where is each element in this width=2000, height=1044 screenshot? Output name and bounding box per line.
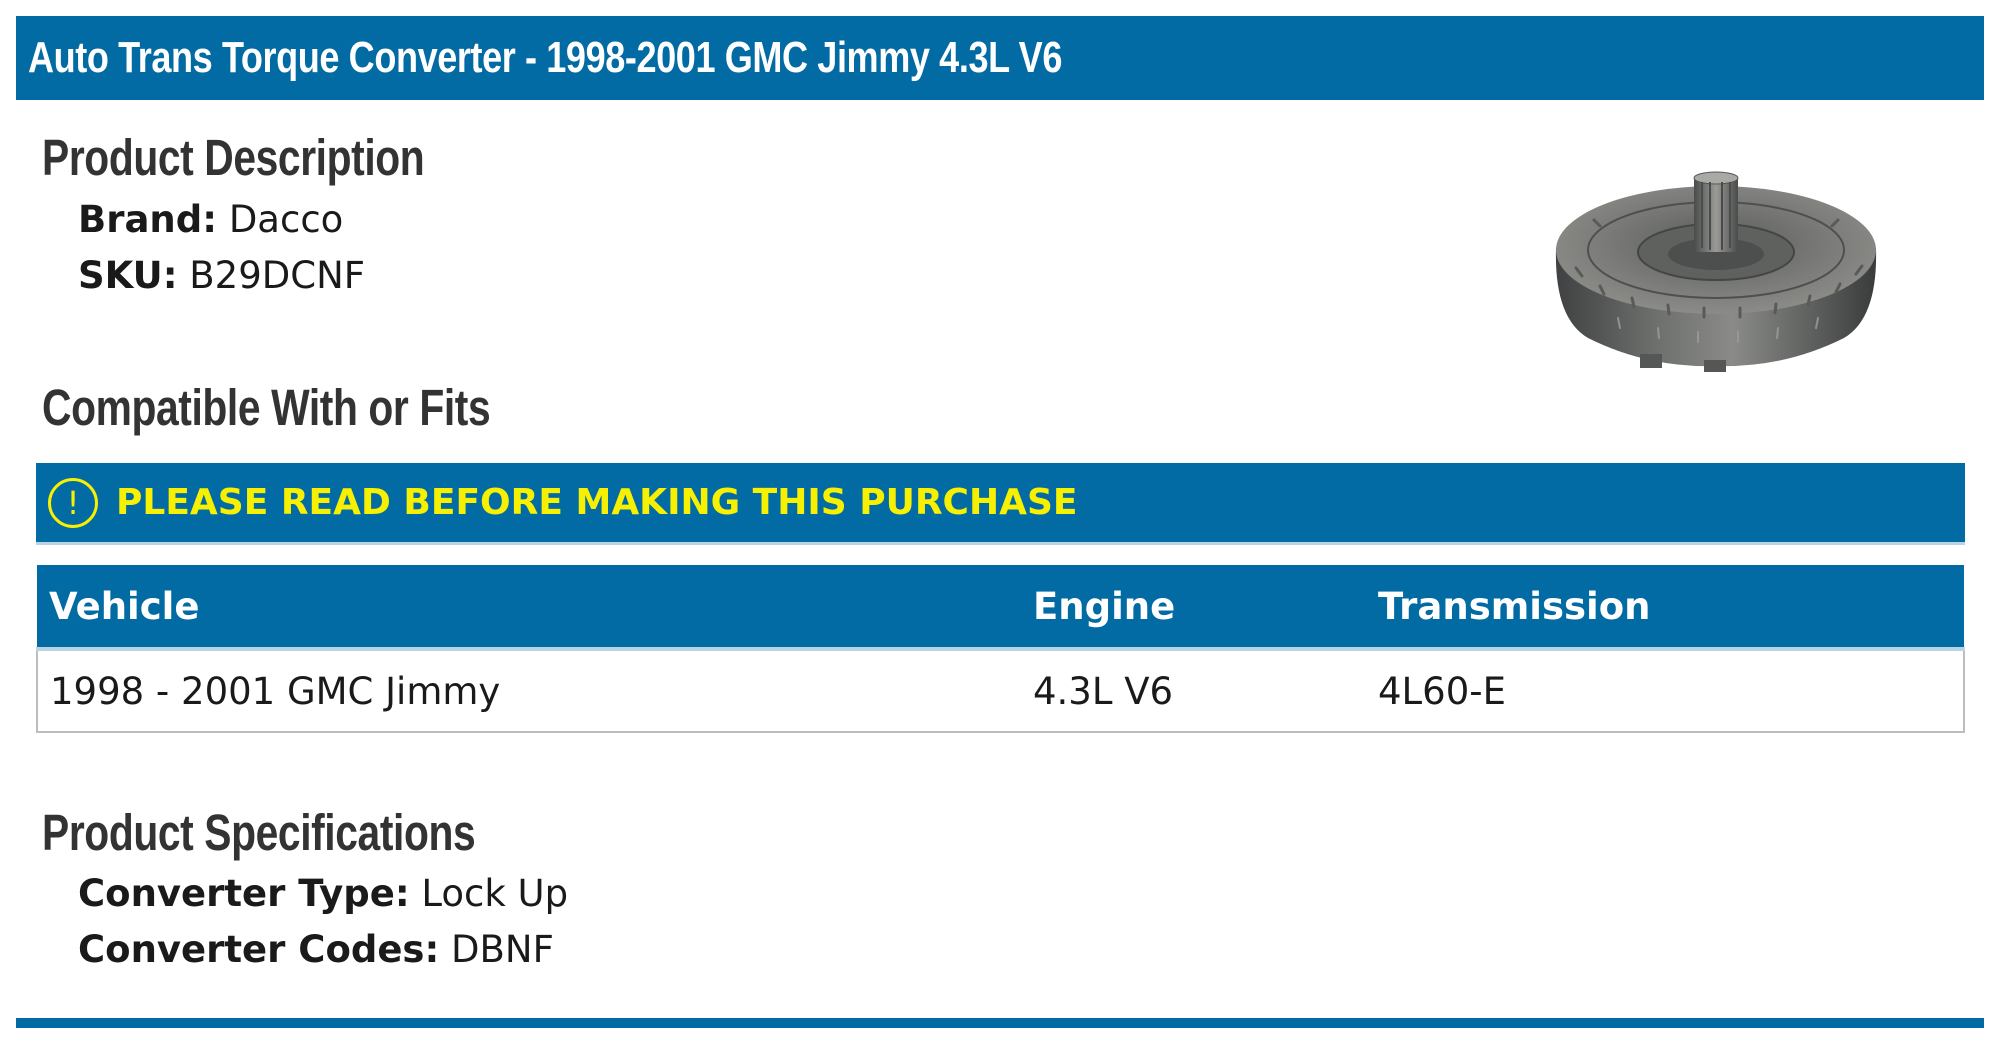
brand-label: Brand: [78,198,218,241]
converter-type-label: Converter Type: [78,872,410,915]
converter-codes-line: Converter Codes: DBNF [78,928,554,971]
converter-codes-label: Converter Codes: [78,928,440,971]
compatibility-heading: Compatible With or Fits [42,379,491,436]
vehicle-cell: 1998 - 2001 GMC Jimmy [50,669,501,713]
converter-type-line: Converter Type: Lock Up [78,872,568,915]
converter-codes-value: DBNF [451,928,554,971]
sku-value: B29DCNF [189,254,366,297]
warning-text: PLEASE READ BEFORE MAKING THIS PURCHASE [116,482,1078,523]
product-specifications-heading: Product Specifications [42,804,476,861]
title-bar: Auto Trans Torque Converter - 1998-2001 … [16,16,1984,100]
page-title: Auto Trans Torque Converter - 1998-2001 … [28,33,1063,82]
brand-line: Brand: Dacco [78,198,343,241]
sku-label: SKU: [78,254,178,297]
exclamation-circle-icon: ! [48,477,98,528]
column-header-vehicle: Vehicle [37,565,1021,651]
fitment-table: Vehicle Engine Transmission 1998 - 2001 … [36,565,1965,733]
column-header-transmission: Transmission [1366,565,1964,651]
engine-cell: 4.3L V6 [1033,669,1174,713]
sku-line: SKU: B29DCNF [78,254,365,297]
table-header-row: Vehicle Engine Transmission [37,565,1964,651]
transmission-cell: 4L60-E [1378,669,1506,713]
purchase-warning-banner[interactable]: ! PLEASE READ BEFORE MAKING THIS PURCHAS… [36,463,1965,545]
converter-type-value: Lock Up [421,872,569,915]
column-header-engine: Engine [1021,565,1366,651]
brand-value: Dacco [228,198,344,241]
product-description-heading: Product Description [42,129,425,186]
bottom-divider [16,1018,1984,1028]
torque-converter-image [1555,171,1877,372]
table-row: 1998 - 2001 GMC Jimmy 4.3L V6 4L60-E [37,649,1964,732]
